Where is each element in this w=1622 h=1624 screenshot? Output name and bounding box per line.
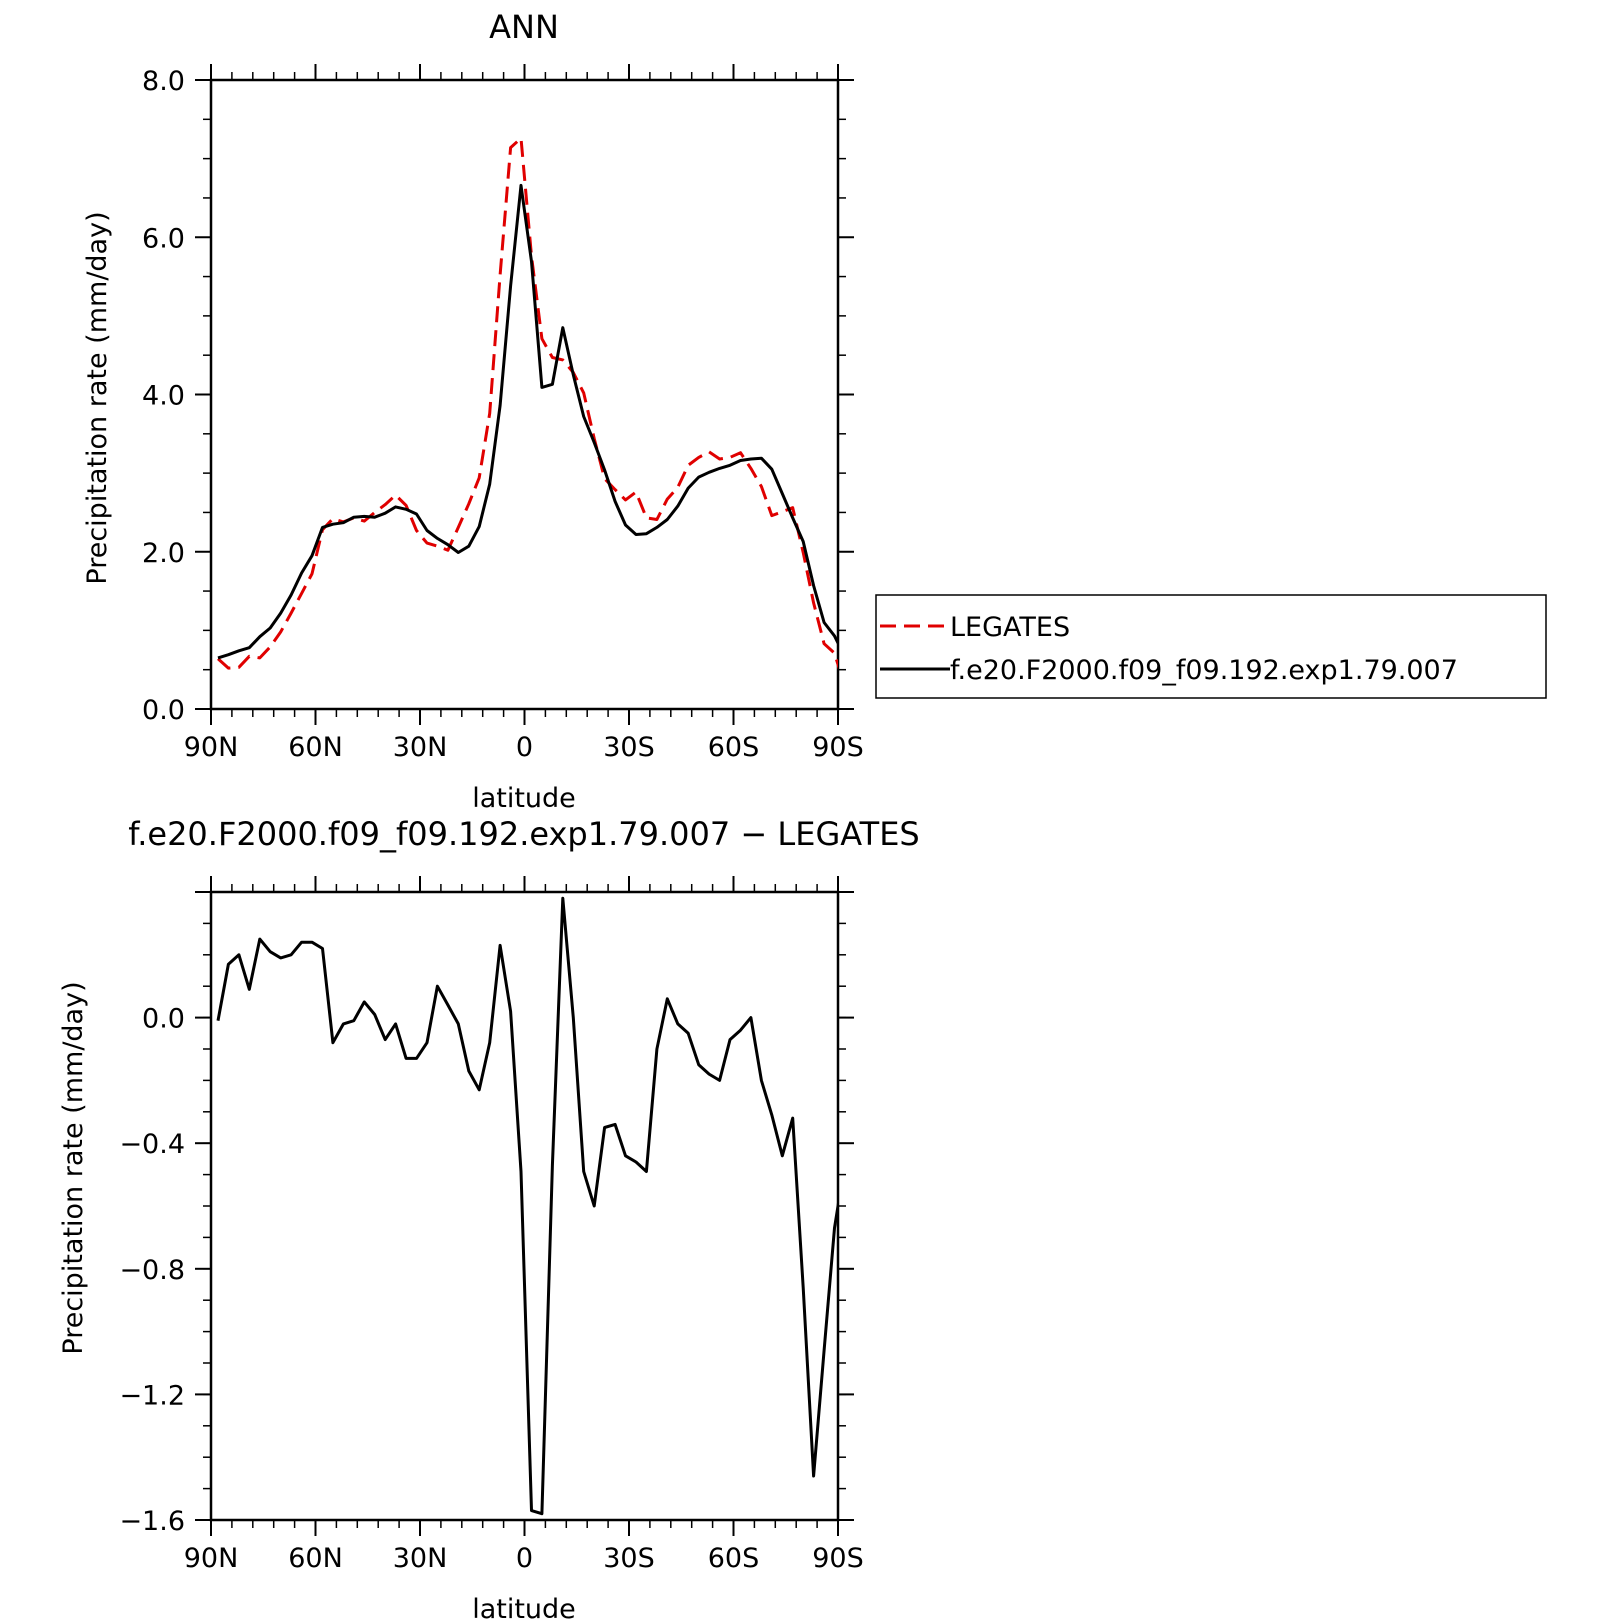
bottom-x-axis-label: latitude: [472, 1594, 576, 1624]
series-line-difference: [216, 896, 838, 1516]
bottom-panel: f.e20.F2000.f09_f09.192.exp1.79.007 − LE…: [58, 815, 920, 1624]
plot-frame: [209, 890, 840, 1522]
x-tick-label: 60S: [708, 1543, 760, 1574]
x-tick-label: 90S: [812, 1543, 864, 1574]
legend: LEGATES f.e20.F2000.f09_f09.192.exp1.79.…: [875, 594, 1547, 699]
y-tick-label: 4.0: [142, 381, 185, 412]
x-tick-label: 90S: [812, 732, 864, 763]
series-line-legates: [216, 136, 838, 670]
bottom-chart-title: f.e20.F2000.f09_f09.192.exp1.79.007 − LE…: [128, 815, 919, 853]
y-tick-label: −1.2: [119, 1380, 185, 1411]
y-tick-label: 8.0: [142, 66, 185, 97]
x-tick-label: 0: [516, 1543, 533, 1574]
y-tick-label: −1.6: [119, 1506, 185, 1537]
y-tick-label: 0.0: [142, 1004, 185, 1035]
top-plot-area: 90N 60N 30N 0 30S 60S 90S 0.0 2.0 4.0 6.0 8.0: [142, 64, 864, 763]
top-chart-title: ANN: [489, 8, 559, 46]
x-tick-label: 90N: [184, 1543, 239, 1574]
y-tick-label: 6.0: [142, 223, 185, 254]
x-tick-label: 30S: [603, 1543, 655, 1574]
top-y-axis-label: Precipitation rate (mm/day): [82, 211, 113, 584]
x-tick-label: 0: [516, 732, 533, 763]
y-tick-label: 2.0: [142, 538, 185, 569]
y-tick-label: 0.0: [142, 695, 185, 726]
x-tick-label: 90N: [184, 732, 239, 763]
top-x-axis-label: latitude: [472, 783, 576, 814]
legend-box: [875, 594, 1547, 699]
bottom-y-axis-label: Precipitation rate (mm/day): [58, 981, 89, 1354]
x-tick-label: 60N: [288, 732, 343, 763]
y-tick-label: −0.8: [119, 1255, 185, 1286]
legend-label-model: f.e20.F2000.f09_f09.192.exp1.79.007: [950, 655, 1458, 686]
y-tick-label: −0.4: [119, 1129, 185, 1160]
x-tick-label: 30S: [603, 732, 655, 763]
series-line-f-e20-f2000-f09-f09-192-exp1-79-007: [217, 183, 838, 660]
legend-label-legates: LEGATES: [950, 612, 1070, 643]
x-tick-label: 30N: [393, 732, 448, 763]
bottom-plot-area: 90N 60N 30N 0 30S 60S 90S −1.6 −1.2 −0.8 −0.4 0.0: [119, 876, 864, 1574]
x-tick-label: 30N: [393, 1543, 448, 1574]
x-tick-label: 60S: [708, 732, 760, 763]
x-tick-label: 60N: [288, 1543, 343, 1574]
top-panel: ANN 90N 60N 30N 0 30S 60S 90S 0.0 2.0 4.0 6.0 8.0 l…: [82, 8, 1547, 814]
